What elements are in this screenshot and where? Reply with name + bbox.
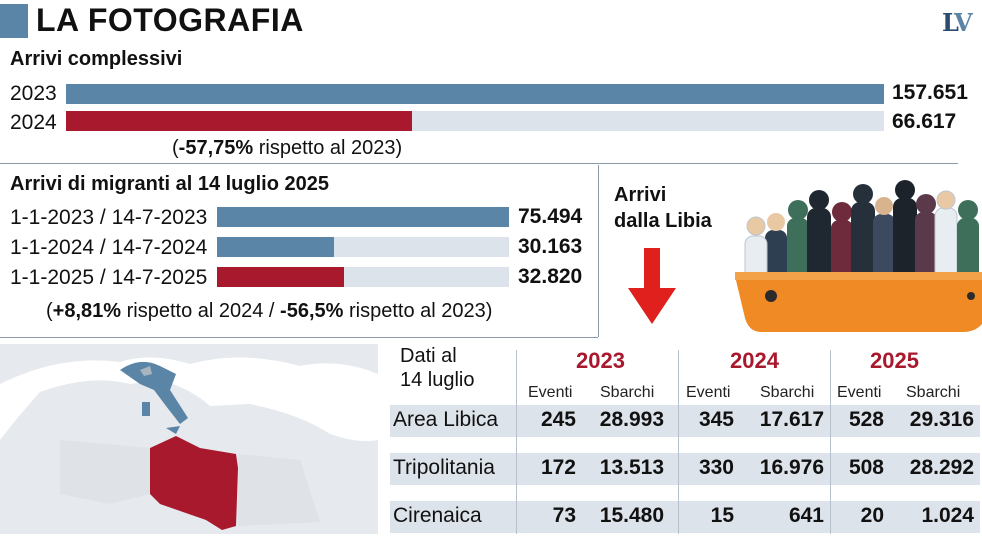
totals-label-2024: 2024 bbox=[10, 111, 57, 134]
totals-value-2024: 66.617 bbox=[892, 110, 957, 133]
table-cell: 330 bbox=[698, 456, 734, 479]
table-cell: 28.993 bbox=[599, 408, 664, 431]
migrants-bar-2023 bbox=[217, 207, 509, 227]
migrants-bar-track-2025 bbox=[217, 267, 509, 287]
sub-landings-2024: Sbarchi bbox=[760, 384, 815, 401]
table-row-bg-2 bbox=[390, 453, 980, 485]
migrants-note: (+8,81% rispetto al 2024 / -56,5% rispet… bbox=[46, 300, 493, 322]
migrants-label-2024: 1-1-2024 / 14-7-2024 bbox=[10, 236, 208, 259]
sub-landings-2025: Sbarchi bbox=[906, 384, 961, 401]
migrants-title: Arrivi di migranti al 14 luglio 2025 bbox=[10, 173, 329, 195]
col-divider-1 bbox=[516, 350, 517, 534]
totals-note: (-57,75% rispetto al 2023) bbox=[172, 137, 403, 159]
migrants-value-2025: 32.820 bbox=[518, 265, 583, 288]
migrants-label-2023: 1-1-2023 / 14-7-2023 bbox=[10, 206, 208, 229]
totals-title: Arrivi complessivi bbox=[10, 48, 183, 70]
totals-value-2023: 157.651 bbox=[892, 81, 968, 104]
boat-hull bbox=[735, 276, 982, 332]
table-cell: 641 bbox=[788, 504, 824, 527]
totals-bar-track-2024 bbox=[66, 111, 884, 131]
table-row-name: Tripolitania bbox=[393, 456, 495, 479]
table-row-bg-1 bbox=[390, 405, 980, 437]
totals-bar-2024 bbox=[66, 111, 412, 131]
table-cell: 13.513 bbox=[599, 456, 664, 479]
table-cell: 17.617 bbox=[759, 408, 824, 431]
title-accent-block bbox=[0, 4, 28, 38]
italy-shape bbox=[120, 361, 188, 424]
divider-2 bbox=[0, 337, 598, 338]
divider-vertical bbox=[598, 165, 599, 337]
migrants-bar-2024 bbox=[217, 237, 334, 257]
table-row-name: Area Libica bbox=[393, 408, 499, 431]
totals-label-2023: 2023 bbox=[10, 82, 57, 105]
year-header-2025: 2025 bbox=[870, 348, 919, 373]
col-divider-3 bbox=[830, 350, 831, 534]
table-cell: 15.480 bbox=[599, 504, 664, 527]
table-caption: Dati al 14 luglio bbox=[400, 345, 475, 391]
down-arrow-icon bbox=[628, 248, 676, 324]
table-cell: 508 bbox=[848, 456, 884, 479]
migrant-boat-illustration bbox=[735, 180, 982, 332]
migrants-bar-2025 bbox=[217, 267, 344, 287]
table-cell: 73 bbox=[552, 504, 576, 527]
mediterranean-map bbox=[0, 344, 378, 534]
col-divider-2 bbox=[678, 350, 679, 534]
table-cell: 528 bbox=[848, 408, 884, 431]
table-cell: 15 bbox=[710, 504, 734, 527]
year-header-2024: 2024 bbox=[730, 348, 779, 373]
migrants-label-2025: 1-1-2025 / 14-7-2025 bbox=[10, 266, 208, 289]
migrants-bar-track-2024 bbox=[217, 237, 509, 257]
migrant-figures bbox=[744, 180, 979, 289]
totals-bar-2023 bbox=[66, 84, 884, 104]
table-row-name: Cirenaica bbox=[393, 504, 482, 527]
table-cell: 28.292 bbox=[909, 456, 974, 479]
sub-events-2024: Eventi bbox=[686, 384, 731, 401]
year-header-2023: 2023 bbox=[576, 348, 625, 373]
table-cell: 1.024 bbox=[921, 504, 974, 527]
migrants-value-2023: 75.494 bbox=[518, 205, 583, 228]
table-cell: 20 bbox=[860, 504, 884, 527]
page-title: LA FOTOGRAFIA bbox=[36, 2, 304, 38]
migrants-bar-track-2023 bbox=[217, 207, 509, 227]
table-cell: 29.316 bbox=[909, 408, 974, 431]
libya-shape bbox=[150, 436, 238, 530]
sub-events-2025: Eventi bbox=[837, 384, 882, 401]
publisher-logo: LV bbox=[942, 8, 973, 37]
table-cell: 172 bbox=[540, 456, 576, 479]
table-row-bg-3 bbox=[390, 501, 980, 533]
table-cell: 16.976 bbox=[759, 456, 824, 479]
totals-bar-track-2023 bbox=[66, 84, 884, 104]
migrants-value-2024: 30.163 bbox=[518, 235, 583, 258]
sub-events-2023: Eventi bbox=[528, 384, 573, 401]
libya-title: Arrivi dalla Libia bbox=[614, 184, 712, 232]
table-cell: 245 bbox=[540, 408, 576, 431]
table-cell: 345 bbox=[698, 408, 734, 431]
divider-1 bbox=[0, 163, 958, 164]
sub-landings-2023: Sbarchi bbox=[600, 384, 655, 401]
